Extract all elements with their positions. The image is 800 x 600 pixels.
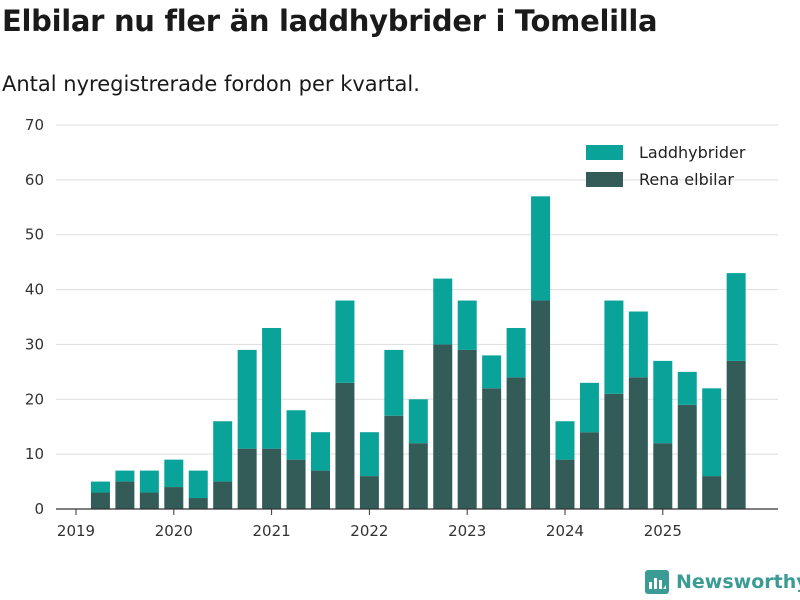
- bar-rena-elbilar: [188, 498, 208, 509]
- x-tick-label: 2022: [350, 522, 388, 540]
- bar-laddhybrider: [115, 470, 135, 482]
- bar-laddhybrider: [188, 470, 208, 499]
- bar-laddhybrider: [555, 421, 575, 460]
- y-tick-label: 70: [25, 116, 44, 134]
- bar-laddhybrider: [139, 470, 159, 493]
- bar-rena-elbilar: [433, 344, 453, 509]
- newsworthy-brand: Newsworthy: [644, 569, 800, 595]
- bar-laddhybrider: [482, 355, 502, 389]
- bar-laddhybrider: [506, 327, 526, 378]
- legend: Laddhybrider Rena elbilar: [586, 143, 746, 189]
- bar-laddhybrider: [653, 360, 673, 444]
- x-tick-label: 2023: [448, 522, 486, 540]
- bar-laddhybrider: [702, 388, 722, 477]
- x-tick-label: 2024: [546, 522, 584, 540]
- bar-laddhybrider: [237, 349, 257, 449]
- bar-rena-elbilar: [164, 487, 184, 509]
- bar-rena-elbilar: [604, 393, 624, 509]
- bar-rena-elbilar: [408, 443, 428, 509]
- x-axis: 2019 2020 2021 2022 2023 2024 2025: [56, 508, 778, 540]
- x-tick-label: 2019: [57, 522, 95, 540]
- y-tick-label: 10: [25, 445, 44, 463]
- bar-laddhybrider: [213, 421, 233, 482]
- legend-label: Rena elbilar: [639, 170, 734, 189]
- bar-rena-elbilar: [457, 349, 477, 509]
- bar-laddhybrider: [408, 399, 428, 444]
- y-tick-label: 60: [25, 171, 44, 189]
- bar-rena-elbilar: [237, 448, 257, 509]
- bar-rena-elbilar: [726, 360, 746, 509]
- y-tick-label: 0: [34, 500, 44, 518]
- bar-laddhybrider: [628, 311, 648, 378]
- gridlines: [56, 124, 778, 455]
- chart-subtitle: Antal nyregistrerade fordon per kvartal.: [2, 72, 420, 96]
- bar-laddhybrider: [726, 273, 746, 361]
- bar-rena-elbilar: [677, 404, 697, 509]
- bar-laddhybrider: [359, 432, 379, 477]
- y-axis: 0 10 20 30 40 50 60 70: [25, 116, 44, 518]
- bar-laddhybrider: [262, 327, 282, 449]
- legend-swatch: [586, 172, 623, 187]
- bar-laddhybrider: [335, 300, 355, 383]
- bar-laddhybrider: [164, 459, 184, 488]
- bar-laddhybrider: [90, 481, 110, 493]
- bar-laddhybrider: [579, 382, 599, 433]
- brand-name: Newsworthy: [676, 571, 800, 593]
- legend-label: Laddhybrider: [639, 143, 746, 162]
- bar-rena-elbilar: [213, 481, 233, 509]
- bar-laddhybrider: [433, 278, 453, 345]
- bar-laddhybrider: [604, 300, 624, 394]
- bar-rena-elbilar: [531, 300, 551, 509]
- bar-rena-elbilar: [262, 448, 282, 509]
- bar-rena-elbilar: [335, 382, 355, 509]
- bar-rena-elbilar: [139, 492, 159, 509]
- bar-laddhybrider: [384, 349, 404, 416]
- bar-laddhybrider: [677, 371, 697, 405]
- bar-rena-elbilar: [115, 481, 135, 509]
- bar-rena-elbilar: [555, 459, 575, 509]
- bar-laddhybrider: [286, 410, 306, 460]
- bar-laddhybrider: [457, 300, 477, 350]
- bar-laddhybrider: [311, 432, 330, 471]
- bar-rena-elbilar: [653, 443, 673, 509]
- y-tick-label: 30: [25, 335, 44, 353]
- bar-rena-elbilar: [286, 459, 306, 509]
- bar-rena-elbilar: [579, 432, 599, 509]
- x-tick-label: 2020: [155, 522, 193, 540]
- chart-title: Elbilar nu fler än laddhybrider i Tomeli…: [2, 4, 658, 38]
- bar-rena-elbilar: [702, 476, 722, 509]
- x-tick-label: 2025: [644, 522, 682, 540]
- x-tick-label: 2021: [253, 522, 291, 540]
- bar-rena-elbilar: [482, 388, 502, 509]
- y-tick-label: 20: [25, 390, 44, 408]
- legend-swatch: [586, 145, 623, 160]
- bar-laddhybrider: [531, 196, 551, 301]
- bar-rena-elbilar: [628, 377, 648, 509]
- bar-rena-elbilar: [90, 492, 110, 509]
- bars: [90, 196, 746, 509]
- bar-rena-elbilar: [384, 415, 404, 509]
- newsworthy-logo-icon: [645, 570, 669, 594]
- bar-rena-elbilar: [506, 377, 526, 509]
- y-tick-label: 40: [25, 281, 44, 299]
- bar-rena-elbilar: [311, 470, 330, 509]
- bar-rena-elbilar: [359, 476, 379, 509]
- y-tick-label: 50: [25, 226, 44, 244]
